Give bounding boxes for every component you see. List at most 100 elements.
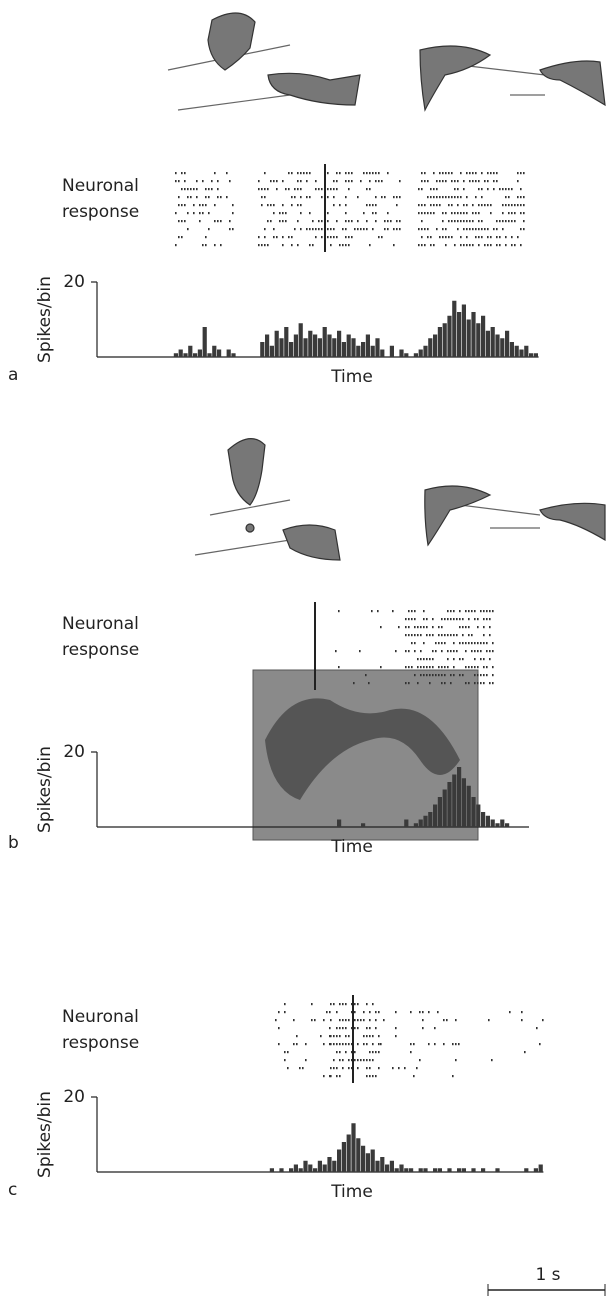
raster-spike: [426, 618, 428, 621]
raster-spike: [462, 618, 464, 621]
raster-spike: [276, 188, 278, 191]
raster-spike: [432, 658, 434, 661]
raster-spike: [309, 228, 311, 231]
raster-spike: [454, 180, 456, 183]
raster-spike: [463, 180, 465, 183]
raster-spike: [462, 674, 464, 677]
raster-spike: [463, 212, 465, 215]
raster-spike: [418, 204, 420, 207]
raster-spike: [457, 180, 459, 183]
bar: [303, 338, 308, 357]
bar: [437, 797, 442, 827]
raster-spike: [345, 1043, 347, 1046]
raster-spike: [311, 1019, 313, 1022]
raster-spike: [447, 618, 449, 621]
raster-spike: [474, 658, 476, 661]
raster-spike: [423, 618, 425, 621]
raster-spike: [483, 634, 485, 637]
raster-spike: [405, 650, 407, 653]
raster-spike: [258, 244, 260, 247]
raster-spike: [187, 212, 189, 215]
raster-spike: [417, 634, 419, 637]
raster-spike: [297, 244, 299, 247]
raster-spike: [424, 172, 426, 175]
raster-spike: [321, 236, 323, 239]
raster-spike: [436, 228, 438, 231]
raster-spike: [214, 244, 216, 247]
raster-spike: [483, 666, 485, 669]
raster-spike: [187, 196, 189, 199]
raster-spike: [383, 1019, 385, 1022]
raster-spike: [453, 650, 455, 653]
raster-spike: [438, 634, 440, 637]
raster-spike: [381, 180, 383, 183]
raster-spike: [336, 1043, 338, 1046]
raster-spike: [309, 212, 311, 215]
raster-spike: [486, 674, 488, 677]
raster-spike: [369, 1011, 371, 1014]
raster-spike: [285, 220, 287, 223]
raster-spike: [384, 196, 386, 199]
raster-spike: [480, 650, 482, 653]
bar: [370, 345, 375, 357]
raster-spike: [345, 212, 347, 215]
raster-spike: [184, 172, 186, 175]
raster-spike: [505, 220, 507, 223]
raster-spike: [371, 610, 373, 613]
raster-spike: [396, 204, 398, 207]
raster-spike: [430, 236, 432, 239]
raster-spike: [184, 180, 186, 183]
raster-spike: [315, 180, 317, 183]
x-axis-title: Time: [330, 1182, 373, 1202]
raster-spike: [178, 204, 180, 207]
raster-spike: [270, 220, 272, 223]
raster-spike: [410, 1043, 412, 1046]
raster-spike: [489, 682, 491, 685]
raster-spike: [445, 212, 447, 215]
raster-spike: [359, 650, 361, 653]
raster-spike: [357, 1059, 359, 1062]
raster-spike: [421, 220, 423, 223]
raster-spike: [306, 196, 308, 199]
raster-spike: [484, 244, 486, 247]
bar: [466, 319, 471, 357]
raster-spike: [408, 650, 410, 653]
bar: [389, 345, 394, 357]
raster-spike: [462, 642, 464, 645]
bar: [346, 1134, 351, 1172]
raster-spike: [375, 1019, 377, 1022]
raster-spike: [202, 204, 204, 207]
raster-spike: [511, 204, 513, 207]
bar: [226, 349, 231, 357]
raster-spike: [345, 1027, 347, 1030]
raster-spike: [460, 196, 462, 199]
raster-spike: [321, 228, 323, 231]
raster-spike: [433, 188, 435, 191]
panel-letter: c: [8, 1180, 17, 1200]
raster-spike: [330, 236, 332, 239]
raster-spike: [502, 212, 504, 215]
raster-spike: [357, 220, 359, 223]
bar: [293, 1164, 298, 1172]
raster-spike: [475, 236, 477, 239]
raster-label: Neuronal: [62, 176, 139, 196]
raster-spike: [451, 212, 453, 215]
raster-spike: [444, 634, 446, 637]
raster-spike: [490, 172, 492, 175]
bar: [365, 1153, 370, 1172]
raster-spike: [416, 1067, 418, 1070]
raster-spike: [399, 220, 401, 223]
raster-spike: [217, 180, 219, 183]
raster-spike: [297, 172, 299, 175]
raster-spike: [480, 642, 482, 645]
bar: [260, 342, 265, 357]
raster-spike: [375, 212, 377, 215]
bar: [332, 1160, 337, 1172]
raster-spike: [443, 1019, 445, 1022]
raster-spike: [520, 212, 522, 215]
bar: [442, 323, 447, 357]
raster-spike: [321, 188, 323, 191]
raster-spike: [441, 682, 443, 685]
raster-spike: [378, 172, 380, 175]
raster-spike: [517, 236, 519, 239]
